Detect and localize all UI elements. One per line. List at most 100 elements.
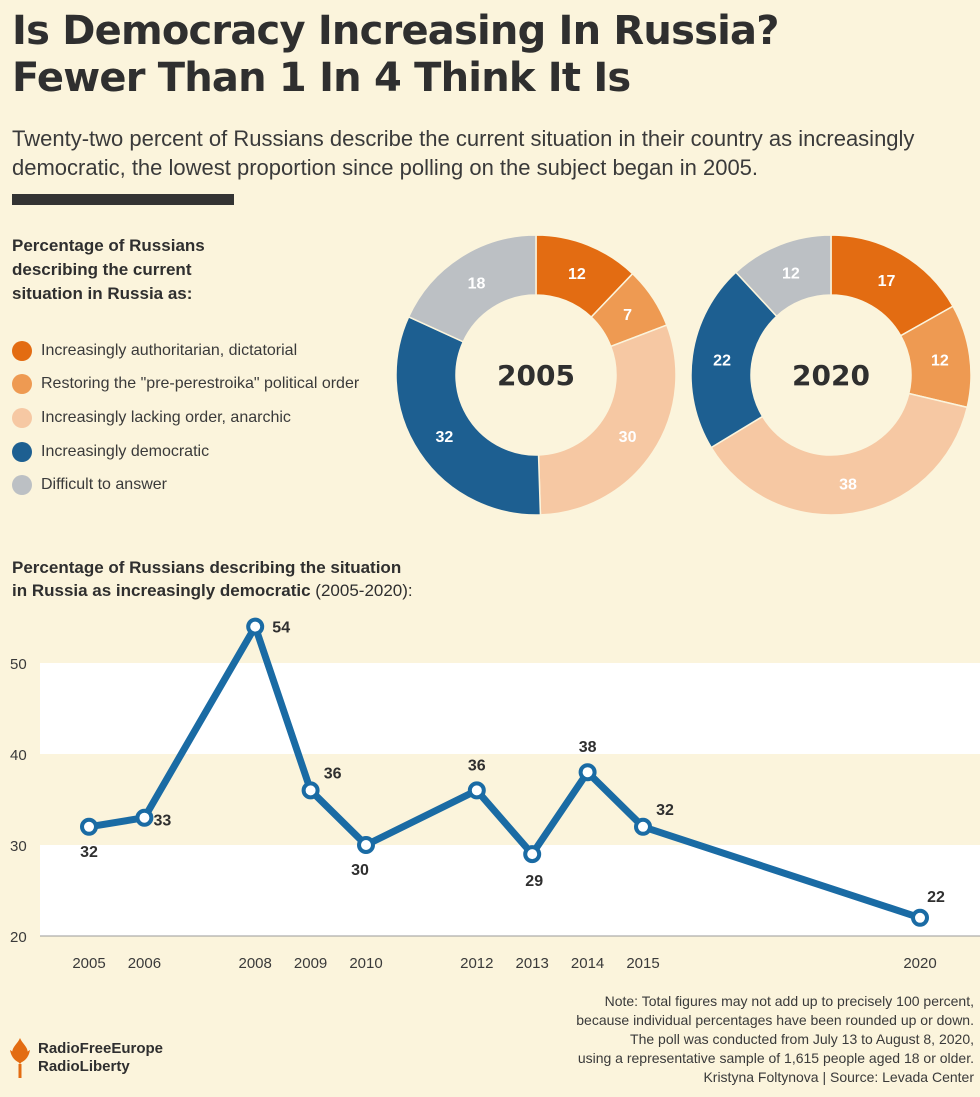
x-tick-2015: 2015 bbox=[626, 955, 659, 972]
x-tick-2008: 2008 bbox=[239, 955, 272, 972]
donut-2005-label-increasingly-democratic: 32 bbox=[436, 429, 454, 446]
donut-year-label-2020: 2020 bbox=[792, 359, 870, 392]
donut-2020-label-increasingly-democratic: 22 bbox=[713, 353, 731, 370]
point-2009 bbox=[301, 781, 320, 800]
legend: Increasingly authoritarian, dictatorial R… bbox=[12, 334, 359, 502]
legend-label: Increasingly democratic bbox=[41, 442, 210, 460]
logo-text: RadioFreeEurope RadioLiberty bbox=[38, 1040, 163, 1076]
y-tick-20: 20 bbox=[10, 929, 27, 946]
line-chart-title-years: (2005-2020): bbox=[310, 581, 413, 600]
donut-2005-label-increasingly-lacking-order-anarchic: 30 bbox=[619, 429, 637, 446]
x-tick-2013: 2013 bbox=[516, 955, 549, 972]
donut-2020-label-restoring-the-pre-perestroika-political-order: 12 bbox=[931, 353, 949, 370]
note-line-1: Note: Total figures may not add up to pr… bbox=[604, 993, 974, 1009]
page-title: Is Democracy Increasing In Russia? Fewer… bbox=[12, 8, 972, 102]
footnote: Note: Total figures may not add up to pr… bbox=[374, 992, 974, 1087]
grid-band-40-50 bbox=[40, 663, 980, 754]
donut-2020-label-increasingly-lacking-order-anarchic: 38 bbox=[839, 477, 857, 494]
rferl-logo: RadioFreeEurope RadioLiberty bbox=[8, 1036, 163, 1080]
legend-item-increasingly-authoritarian-dictatorial: Increasingly authoritarian, dictatorial bbox=[12, 334, 359, 368]
grid-band-20-30 bbox=[40, 845, 980, 936]
logo-line-1: RadioFreeEurope bbox=[38, 1040, 164, 1057]
donut-year-label-2005: 2005 bbox=[497, 359, 575, 392]
data-label-2015: 32 bbox=[656, 802, 674, 819]
legend-title-line-1: Percentage of Russians bbox=[12, 236, 205, 255]
legend-label: Increasingly authoritarian, dictatorial bbox=[41, 341, 298, 359]
point-2010 bbox=[357, 836, 375, 854]
series-line-increasingly-democratic bbox=[85, 623, 924, 922]
point-2006 bbox=[135, 808, 154, 827]
legend-swatch bbox=[12, 407, 32, 428]
subtitle-line-2: democratic, the lowest proportion since … bbox=[12, 155, 759, 180]
line-chart-title-line-2: in Russia as increasingly democratic (20… bbox=[12, 579, 512, 602]
data-label-2013: 29 bbox=[525, 873, 543, 890]
title-line-1: Is Democracy Increasing In Russia? bbox=[12, 8, 779, 54]
donut-2020-label-difficult-to-answer: 12 bbox=[782, 266, 800, 283]
donut-2005-slice-increasingly-democratic bbox=[395, 315, 542, 516]
legend-item-increasingly-lacking-order-anarchic: Increasingly lacking order, anarchic bbox=[12, 401, 359, 435]
legend-item-increasingly-democratic: Increasingly democratic bbox=[12, 435, 359, 469]
point-2014 bbox=[578, 763, 597, 782]
donut-2020-label-increasingly-authoritarian-dictatorial: 17 bbox=[878, 273, 896, 290]
note-line-3: The poll was conducted from July 13 to A… bbox=[630, 1031, 974, 1047]
data-label-2020: 22 bbox=[927, 889, 945, 906]
note-line-2: because individual percentages have been… bbox=[576, 1012, 974, 1028]
note-line-4: using a representative sample of 1,615 p… bbox=[577, 1050, 974, 1066]
y-tick-40: 40 bbox=[10, 747, 27, 764]
donut-2020-slice-increasingly-democratic bbox=[690, 271, 778, 449]
legend-label: Restoring the "pre-perestroika" politica… bbox=[41, 375, 360, 393]
data-label-2005: 32 bbox=[80, 844, 98, 861]
point-2015 bbox=[634, 817, 652, 836]
legend-label: Difficult to answer bbox=[41, 476, 167, 494]
y-tick-50: 50 bbox=[10, 656, 27, 673]
donut-2020-slice-increasingly-lacking-order-anarchic bbox=[710, 392, 969, 516]
torch-flame-icon bbox=[10, 1038, 30, 1078]
legend-swatch bbox=[12, 475, 32, 496]
legend-swatch bbox=[12, 374, 32, 395]
subtitle-line-1: Twenty-two percent of Russians describe … bbox=[12, 126, 915, 151]
data-label-2012: 36 bbox=[468, 757, 486, 774]
donut-2005-label-difficult-to-answer: 18 bbox=[468, 275, 486, 292]
point-2012 bbox=[467, 781, 486, 800]
line-chart-title-bold-2: in Russia as increasingly democratic bbox=[12, 581, 311, 600]
logo-line-2: RadioLiberty bbox=[38, 1058, 130, 1075]
data-label-2010: 30 bbox=[351, 862, 369, 879]
donut-2005-slice-difficult-to-answer bbox=[407, 234, 537, 343]
legend-title: Percentage of Russians describing the cu… bbox=[12, 234, 272, 306]
legend-item-restoring-the-pre-perestroika-political-order: Restoring the "pre-perestroika" politica… bbox=[12, 368, 359, 402]
x-tick-2012: 2012 bbox=[460, 955, 493, 972]
x-tick-2010: 2010 bbox=[349, 955, 382, 972]
title-line-2: Fewer Than 1 In 4 Think It Is bbox=[12, 55, 631, 101]
line-chart-title: Percentage of Russians describing the si… bbox=[12, 556, 512, 602]
y-tick-30: 30 bbox=[10, 838, 27, 855]
donut-charts: 12 7 30 32 18 2005 17 12 38 22 12 2020 bbox=[395, 234, 972, 516]
x-tick-2005: 2005 bbox=[72, 955, 105, 972]
x-tick-2014: 2014 bbox=[571, 955, 604, 972]
data-label-2014: 38 bbox=[579, 739, 597, 756]
subtitle: Twenty-two percent of Russians describe … bbox=[12, 124, 972, 182]
line-chart-title-bold-1: Percentage of Russians describing the si… bbox=[12, 558, 402, 577]
data-label-2009: 36 bbox=[324, 765, 342, 782]
legend-title-line-2: describing the current bbox=[12, 260, 192, 279]
x-tick-2009: 2009 bbox=[294, 955, 327, 972]
donut-2005-label-increasingly-authoritarian-dictatorial: 12 bbox=[568, 266, 586, 283]
donut-2005-slice-increasingly-lacking-order-anarchic bbox=[537, 324, 677, 516]
x-tick-2020: 2020 bbox=[903, 955, 936, 972]
point-2013 bbox=[523, 845, 542, 864]
point-2008 bbox=[246, 617, 265, 636]
x-tick-2006: 2006 bbox=[128, 955, 161, 972]
donut-2005-label-restoring-the-pre-perestroika-political-order: 7 bbox=[623, 307, 632, 324]
note-line-5: Kristyna Foltynova | Source: Levada Cent… bbox=[703, 1069, 974, 1085]
donut-2020-slice-difficult-to-answer bbox=[734, 234, 832, 318]
line-chart: 20 30 40 50 2005 2006 2008 2009 2010 2012 2013 2014… bbox=[10, 617, 980, 972]
legend-title-line-3: situation in Russia as: bbox=[12, 284, 193, 303]
legend-label: Increasingly lacking order, anarchic bbox=[41, 408, 291, 426]
data-label-2008: 54 bbox=[272, 620, 290, 637]
title-divider bbox=[12, 194, 234, 205]
legend-item-difficult-to-answer: Difficult to answer bbox=[12, 468, 359, 502]
point-2005 bbox=[80, 817, 98, 836]
line-chart-title-line-1: Percentage of Russians describing the si… bbox=[12, 556, 512, 579]
legend-swatch bbox=[12, 340, 32, 361]
legend-swatch bbox=[12, 441, 32, 462]
data-label-2006: 33 bbox=[154, 813, 172, 830]
